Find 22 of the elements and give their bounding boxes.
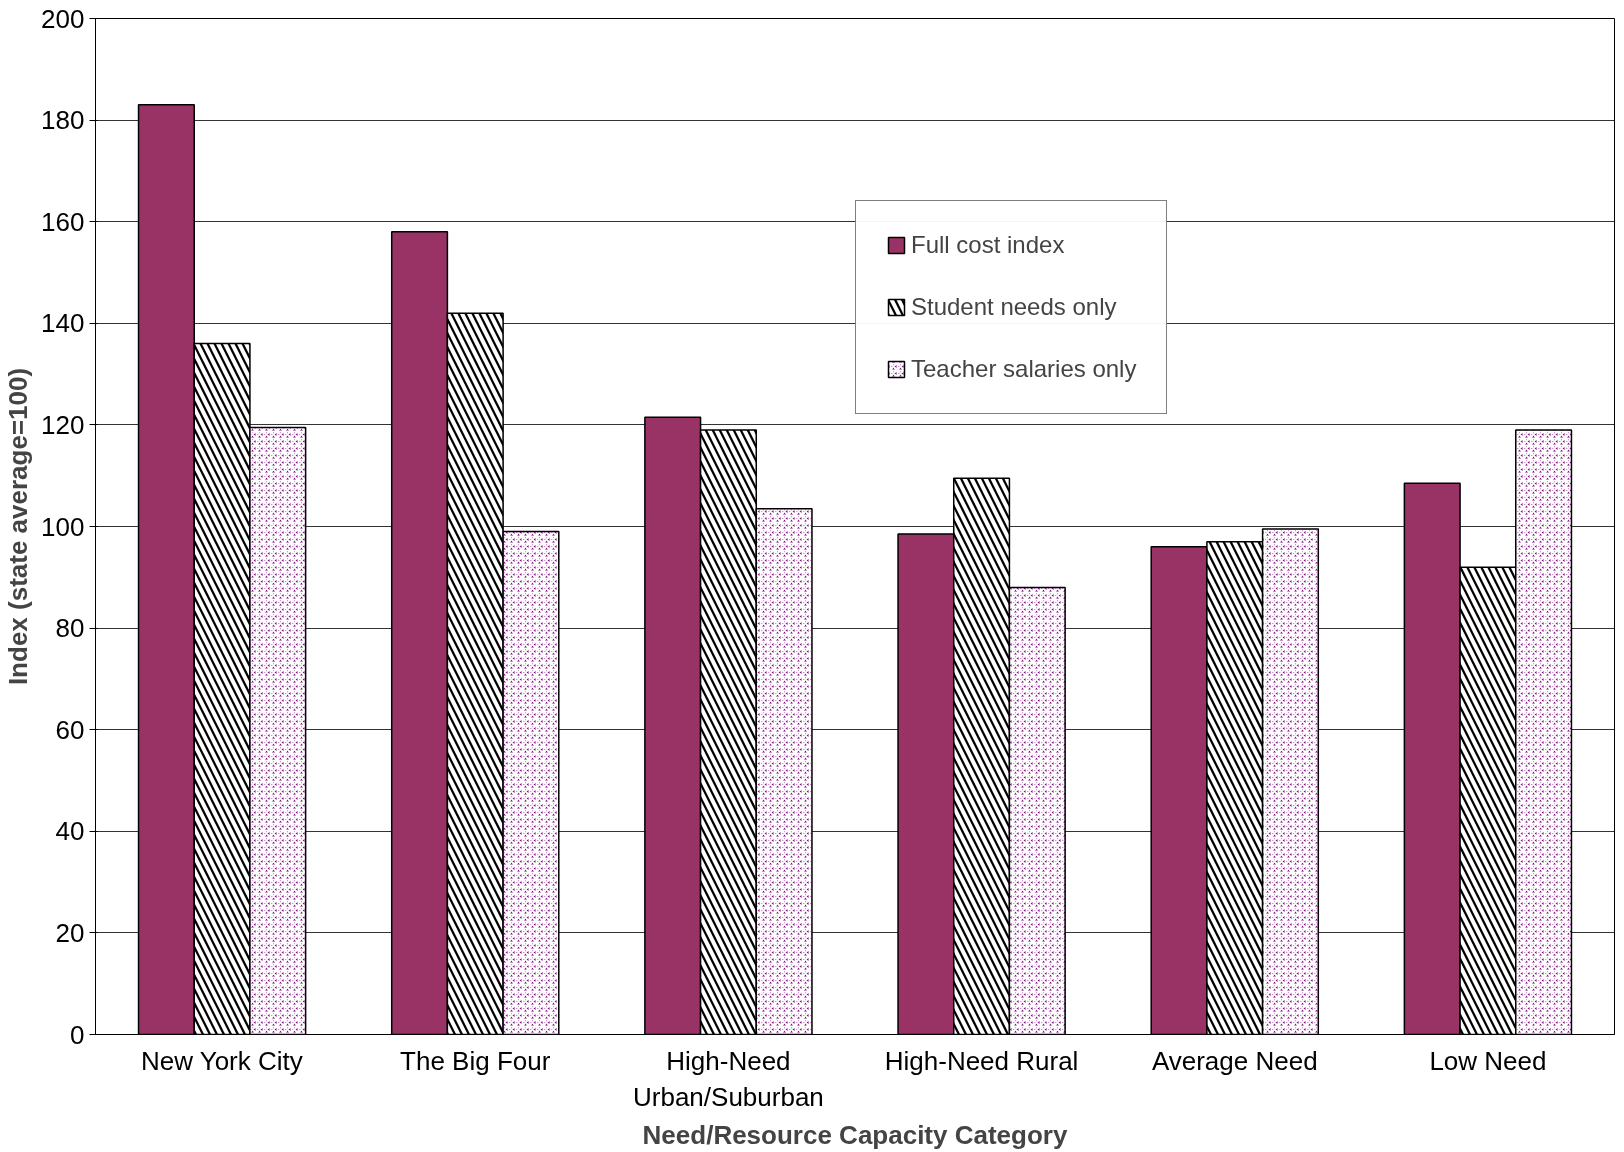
- y-tick-label: 60: [55, 714, 85, 745]
- y-tick-label: 80: [55, 613, 85, 644]
- y-tick-label: 40: [55, 816, 85, 847]
- x-tick-label: New York City: [140, 1045, 303, 1076]
- x-tick-label: The Big Four: [400, 1045, 551, 1076]
- x-tick-label: High-Need Urban/Suburban: [633, 1045, 824, 1112]
- legend-label: Student needs only: [911, 293, 1117, 321]
- y-tick-label: 100: [41, 511, 85, 542]
- y-tick-label: 0: [70, 1019, 85, 1050]
- x-axis-title: Need/Resource Capacity Category: [642, 1119, 1068, 1150]
- x-tick-label: Average Need: [1151, 1045, 1318, 1076]
- y-tick-label: 140: [41, 308, 85, 339]
- x-tick-label: High-Need Rural: [884, 1045, 1079, 1076]
- y-tick-label: 160: [41, 206, 85, 237]
- legend-label: Teacher salaries only: [911, 355, 1137, 383]
- y-axis-title: Index (state average=100): [3, 367, 34, 686]
- legend-label: Full cost index: [911, 231, 1065, 259]
- y-tick-label: 120: [41, 409, 85, 440]
- y-tick-label: 200: [41, 3, 85, 34]
- y-tick-label: 20: [55, 917, 85, 948]
- x-tick-label: Low Need: [1429, 1045, 1547, 1076]
- y-tick-label: 180: [41, 105, 85, 136]
